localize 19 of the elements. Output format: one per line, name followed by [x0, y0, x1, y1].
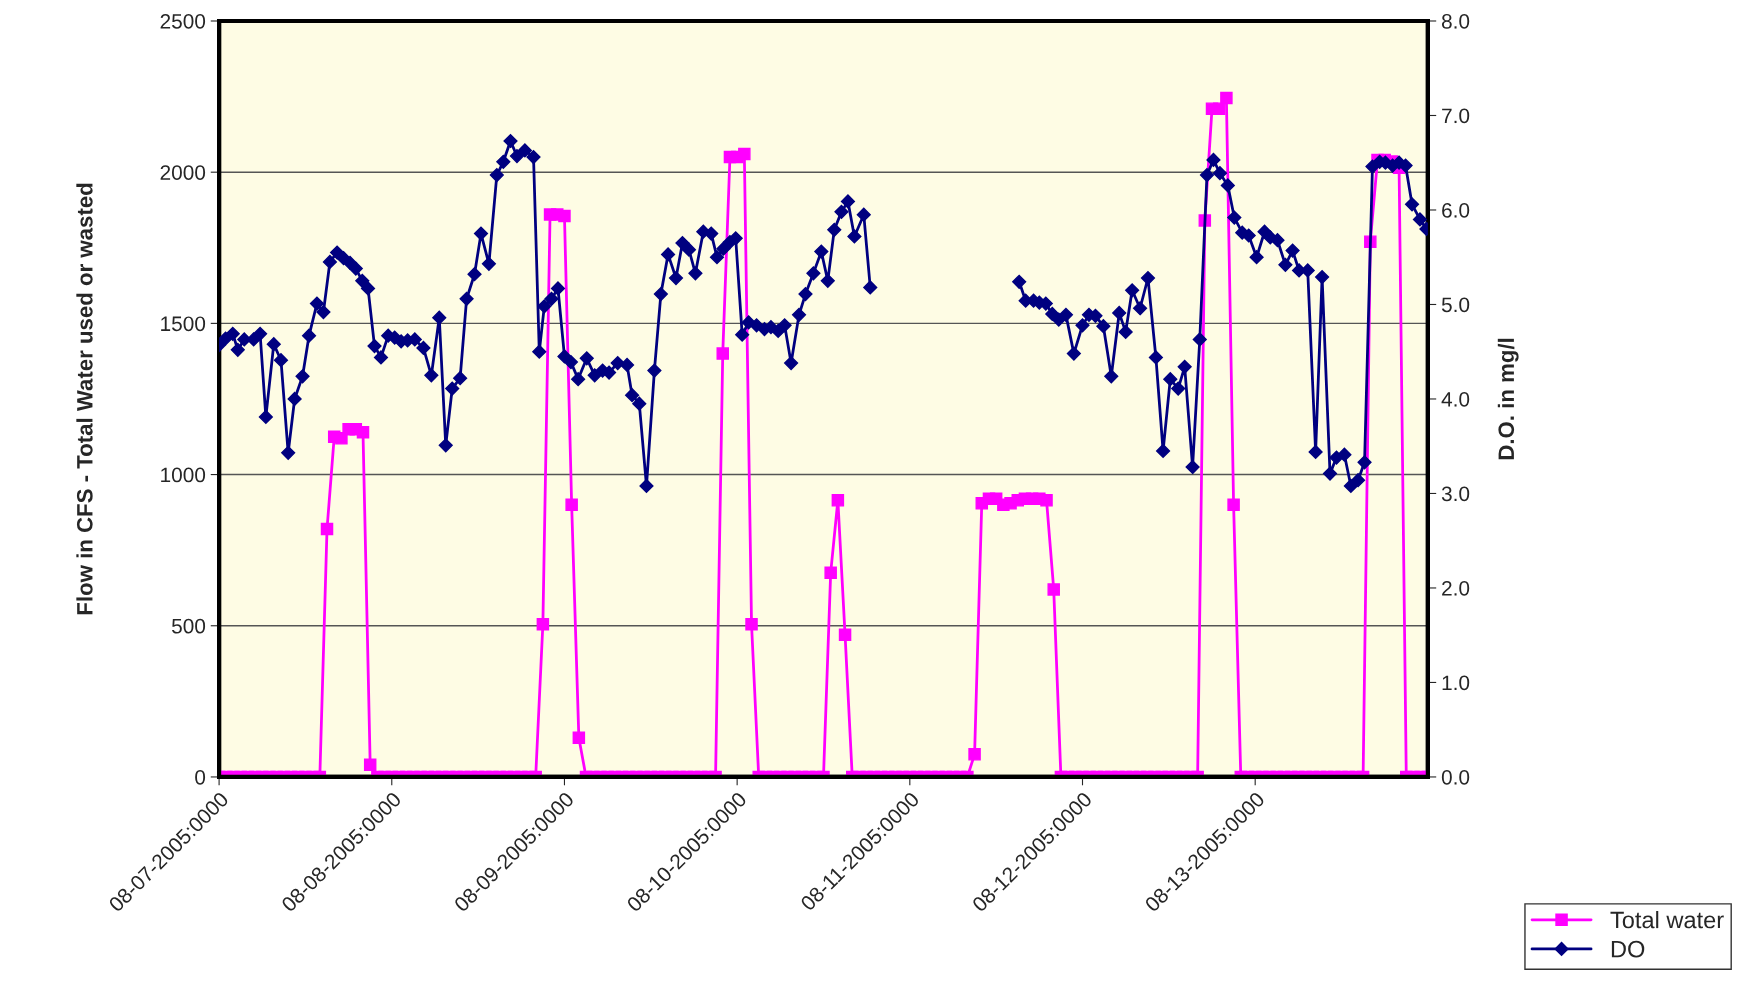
y2-tick-label: 6.0	[1442, 202, 1470, 218]
y2-tick-label: 0.0	[1441, 769, 1470, 785]
y2-tick-label: 7.0	[1442, 108, 1470, 124]
y2-axis-title: D.O. in mg/l	[1497, 338, 1519, 460]
legend-label: Total water	[1610, 911, 1724, 929]
y2-tick-label: 3.0	[1441, 486, 1470, 502]
y2-tick-label: 8.0	[1441, 13, 1470, 29]
legend-label: DO	[1611, 940, 1645, 958]
y-tick-label: 1500	[161, 316, 206, 332]
y-tick-label: 0	[195, 769, 206, 785]
y2-tick-label: 2.0	[1442, 580, 1470, 596]
y-tick-label: 500	[171, 618, 206, 634]
y2-tick-label: 1.0	[1442, 675, 1470, 691]
y-tick-label: 1000	[161, 467, 206, 483]
y-axis-title: Flow in CFS - Total Water used or wasted	[76, 183, 93, 615]
y2-tick-label: 4.0	[1441, 391, 1470, 407]
y2-tick-label: 5.0	[1441, 297, 1470, 313]
y-tick-label: 2000	[160, 165, 206, 180]
y-tick-label: 2500	[160, 13, 206, 29]
